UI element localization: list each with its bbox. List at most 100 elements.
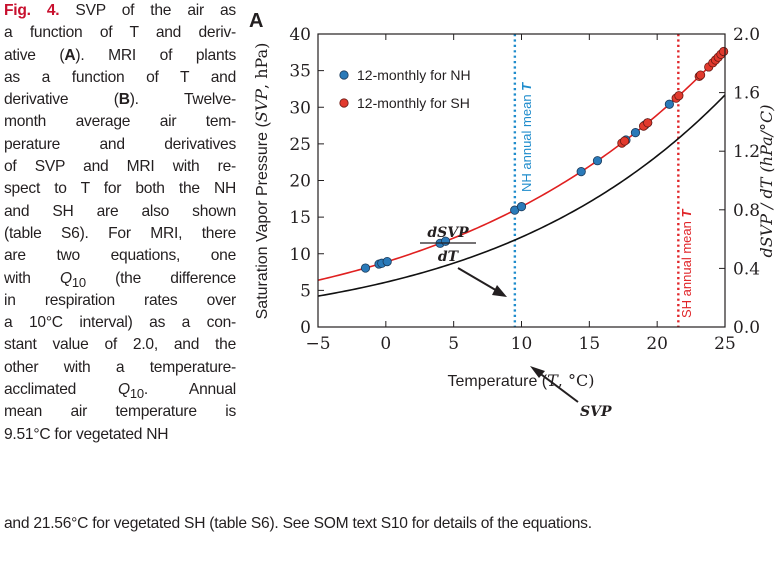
caption-text: spect to T for both the NH	[4, 180, 236, 198]
q10-subscript: 10	[71, 274, 86, 290]
caption-ref-b: B	[118, 91, 130, 109]
caption-line: of SVP and MRI with re-	[4, 156, 236, 178]
legend-nh-label: 12-monthly for NH	[357, 67, 471, 83]
y-tick-label: 0	[300, 318, 311, 338]
caption-text: stant value of 2.0, and the	[4, 336, 236, 354]
x-tick-label: 20	[646, 334, 668, 354]
caption-line: (table S6). For MRI, there	[4, 223, 236, 245]
y2-tick-label: 1.6	[733, 84, 760, 104]
caption-line: 9.51°C for vegetated NH	[4, 424, 236, 446]
caption-text: SVP of the air as	[59, 2, 236, 19]
nh-point	[664, 99, 674, 109]
y-tick-label: 30	[289, 98, 311, 118]
y-tick-label: 15	[289, 208, 311, 228]
nh-point	[516, 202, 527, 212]
legend-sh-label: 12-monthly for SH	[357, 95, 470, 111]
y2-tick-label: 0.8	[733, 201, 760, 221]
caption-line: are two equations, one	[4, 245, 236, 267]
dsvp-numerator: dSVP	[427, 225, 469, 241]
caption-text: of SVP and MRI with re-	[4, 158, 236, 176]
legend: 12-monthly for NH 12-monthly for SH	[339, 67, 471, 111]
dsvp-denominator: dT	[438, 249, 460, 265]
caption-line: a function of T and deriv-	[4, 22, 236, 44]
ticks-layer: −5 0 5 10 15 20 2505101520253035400.00.40.81.2…	[289, 25, 760, 354]
y-tick-label: 10	[289, 245, 311, 265]
y-tick-label: 35	[289, 62, 311, 82]
vlines-layer	[513, 34, 680, 327]
nh-mean-label: NH annual mean T	[519, 82, 534, 192]
y2-tick-label: 1.2	[733, 142, 760, 162]
svp-curve	[317, 94, 726, 297]
svp-arrow	[537, 371, 579, 403]
caption-text: as a function of T and	[4, 68, 236, 86]
caption-line: derivative (B). Twelve-	[4, 89, 236, 111]
caption-last-line: and 21.56°C for vegetated SH (table S6).…	[4, 515, 592, 532]
y2-tick-label: 2.0	[733, 25, 760, 45]
x-tick-label: −5	[305, 334, 330, 354]
caption-text: are two equations, one	[4, 247, 236, 265]
q10-symbol: Q	[117, 381, 130, 399]
caption-text: ). Twelve-	[129, 91, 237, 109]
caption-line: a 10°C interval) as a con-	[4, 312, 236, 334]
x-tick-label: 15	[579, 334, 601, 354]
nh-point	[576, 167, 586, 177]
y2-tick-label: 0.4	[733, 259, 760, 279]
caption-text: ). MRI of plants	[75, 46, 236, 64]
x-tick-label: 0	[380, 334, 391, 354]
caption-text: perature and derivatives	[4, 135, 236, 153]
caption-text: 9.51°C for vegetated NH	[4, 425, 169, 443]
x-axis-label: Temperature (T, °C)	[448, 371, 595, 390]
y-tick-label: 20	[289, 172, 311, 192]
caption-text: in respiration rates over	[4, 291, 236, 309]
legend-nh-marker	[339, 70, 349, 80]
caption-line: mean air temperature is	[4, 401, 236, 423]
caption-line: ative (A). MRI of plants	[4, 45, 236, 67]
caption-line: in respiration rates over	[4, 290, 236, 312]
sh-mean-label: SH annual mean T	[679, 209, 694, 318]
figure-caption: Fig. 4. SVP of the air as a function of …	[4, 0, 236, 446]
nh-point	[382, 257, 392, 267]
caption-text: and SH are also shown	[4, 202, 236, 220]
caption-text: (the difference	[85, 269, 236, 287]
caption-text: with	[4, 269, 61, 287]
caption-line: with Q10 (the difference	[4, 268, 236, 290]
caption-ref-a: A	[64, 46, 76, 64]
caption-line: perature and derivatives	[4, 134, 236, 156]
fig-label: Fig. 4.	[4, 2, 60, 19]
y-tick-label: 5	[300, 281, 311, 301]
sh-point	[674, 91, 684, 101]
svp-annotation: SVP	[580, 404, 612, 420]
dsvp-arrow	[457, 267, 500, 293]
caption-text: derivative (	[4, 91, 119, 109]
sh-point	[719, 46, 729, 57]
caption-line: month average air tem-	[4, 111, 236, 133]
caption-line: spect to T for both the NH	[4, 178, 236, 200]
nh-point	[592, 156, 603, 166]
y-tick-label: 25	[289, 135, 311, 155]
y2-tick-label: 0.0	[733, 318, 760, 338]
sh-point	[620, 136, 630, 146]
caption-text: mean air temperature is	[4, 403, 236, 421]
x-tick-label: 10	[511, 334, 533, 354]
caption-line: Fig. 4. SVP of the air as	[4, 0, 236, 22]
caption-text: acclimated	[4, 381, 118, 399]
dsvp-arrowhead	[492, 285, 507, 297]
caption-line: other with a temperature-	[4, 357, 236, 379]
svp-arrowhead	[530, 366, 545, 378]
caption-text: other with a temperature-	[4, 358, 236, 376]
caption-text: month average air tem-	[4, 113, 236, 131]
legend-sh-marker	[339, 98, 349, 108]
x-tick-label: 25	[714, 334, 736, 354]
q10-symbol: Q	[60, 269, 72, 287]
sh-point	[695, 70, 706, 80]
caption-text: (table S6). For MRI, there	[4, 224, 236, 242]
points-layer	[360, 46, 729, 273]
y-axis-label: Saturation Vapor Pressure (SVP, hPa)	[252, 43, 271, 320]
y2-axis-label: dSVP / dT (hPa/°C)	[757, 104, 776, 257]
caption-line: as a function of T and	[4, 67, 236, 89]
caption-text: . Annual	[143, 381, 236, 399]
caption-line: stant value of 2.0, and the	[4, 334, 236, 356]
nh-point	[360, 263, 371, 273]
y-tick-label: 40	[289, 25, 311, 45]
